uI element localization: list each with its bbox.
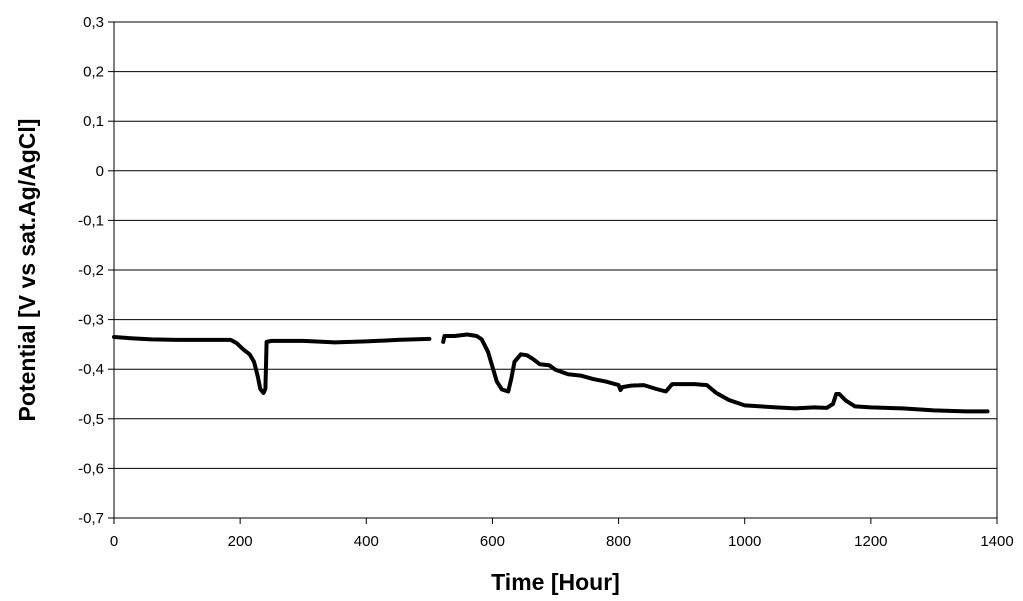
plot-area-frame bbox=[113, 21, 998, 519]
x-tick-label: 1000 bbox=[728, 533, 761, 550]
y-tick-label: 0,1 bbox=[83, 113, 104, 130]
y-axis-title: Potential [V vs sat.Ag/AgCl] bbox=[14, 119, 40, 422]
y-tick-label: -0,4 bbox=[78, 361, 104, 378]
y-tick-label: 0 bbox=[96, 163, 104, 180]
x-tick-label: 1200 bbox=[854, 533, 887, 550]
y-tick-labels: 0,3 0,2 0,1 0 -0,1 -0,2 -0,3 -0,4 -0,5 -0,6 -0,7 bbox=[78, 14, 104, 527]
x-tick-label: 400 bbox=[354, 533, 379, 550]
series-line-segment bbox=[441, 332, 990, 414]
y-tick-label: 0,3 bbox=[83, 14, 104, 31]
x-axis-title: Time [Hour] bbox=[491, 569, 620, 595]
x-tick-label: 200 bbox=[228, 533, 253, 550]
x-tick-label: 1400 bbox=[980, 533, 1013, 550]
x-tick-labels: 0 200 400 600 800 1000 1200 1400 bbox=[110, 533, 1014, 550]
y-tick-label: -0,2 bbox=[78, 262, 104, 279]
y-tick-label: 0,2 bbox=[83, 64, 104, 81]
y-tick-label: -0,7 bbox=[78, 510, 104, 527]
y-tick-label: -0,1 bbox=[78, 212, 104, 229]
x-tick-label: 0 bbox=[110, 533, 118, 550]
y-tick-label: -0,5 bbox=[78, 411, 104, 428]
y-tick-label: -0,6 bbox=[78, 460, 104, 477]
x-tick-label: 600 bbox=[480, 533, 505, 550]
series-layer bbox=[112, 332, 990, 414]
gridlines bbox=[108, 21, 998, 524]
x-tick-label: 800 bbox=[606, 533, 631, 550]
y-tick-label: -0,3 bbox=[78, 312, 104, 329]
series-line-segment bbox=[112, 335, 432, 395]
